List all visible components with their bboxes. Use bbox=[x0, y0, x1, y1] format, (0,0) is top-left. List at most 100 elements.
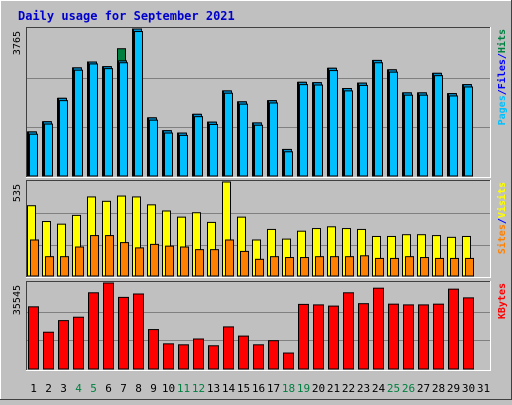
day-label: 20 bbox=[312, 382, 325, 395]
kbytes-bar bbox=[463, 297, 474, 370]
sites-bar bbox=[300, 257, 309, 277]
pages-bar bbox=[359, 84, 368, 177]
sites-bar bbox=[315, 256, 324, 277]
pages-bar bbox=[419, 94, 428, 177]
day-label: 24 bbox=[372, 382, 386, 395]
kbytes-bar bbox=[433, 303, 444, 370]
sites-bar bbox=[180, 246, 189, 277]
day-label: 21 bbox=[327, 382, 340, 395]
kbytes-bar bbox=[208, 345, 219, 370]
legend-entry: Files bbox=[496, 59, 508, 89]
legend-entry: Visits bbox=[496, 182, 508, 218]
day-axis-labels: 1 2 3 4 5 6 7 8 9 10 11 12 13 14 15 16 17 18 19 20 21 22 23 24 2… bbox=[30, 382, 490, 395]
day-label: 4 bbox=[75, 382, 82, 395]
kbytes-bar bbox=[88, 292, 99, 370]
day-label: 22 bbox=[342, 382, 355, 395]
pages-bar bbox=[179, 134, 188, 177]
day-label: 12 bbox=[192, 382, 205, 395]
pages-bar bbox=[404, 94, 413, 177]
day-label: 29 bbox=[447, 382, 460, 395]
pages-bar bbox=[374, 62, 383, 177]
pages-bar bbox=[344, 90, 353, 177]
day-label: 23 bbox=[357, 382, 370, 395]
day-label: 10 bbox=[162, 382, 175, 395]
pages-bar bbox=[329, 70, 338, 177]
day-label: 25 bbox=[387, 382, 400, 395]
pages-bar bbox=[239, 103, 248, 177]
legend-entry: / bbox=[497, 53, 508, 59]
kbytes-bar bbox=[133, 293, 144, 370]
day-label: 16 bbox=[252, 382, 265, 395]
pages-bar bbox=[284, 151, 293, 177]
kbytes-bar bbox=[43, 331, 54, 370]
day-label: 2 bbox=[45, 382, 52, 395]
day-label: 28 bbox=[432, 382, 445, 395]
panel-visits-sites: 535 Sites/Visits bbox=[12, 180, 508, 278]
panel-legend: Sites/Visits bbox=[496, 182, 508, 254]
sites-bar bbox=[75, 246, 84, 277]
day-label: 1 bbox=[30, 382, 37, 395]
max-value-label: 35545 bbox=[12, 285, 23, 315]
pages-bar bbox=[89, 63, 98, 177]
pages-bar bbox=[209, 123, 218, 177]
sites-bar bbox=[435, 257, 444, 277]
kbytes-bar bbox=[103, 282, 114, 370]
day-label: 18 bbox=[282, 382, 295, 395]
legend-entry: / bbox=[497, 218, 508, 224]
kbytes-bar bbox=[223, 326, 234, 370]
kbytes-bar bbox=[148, 329, 159, 370]
sites-bar bbox=[240, 250, 249, 277]
sites-bar bbox=[105, 235, 114, 277]
pages-bar bbox=[44, 123, 53, 177]
legend-entry: Hits bbox=[496, 29, 508, 53]
pages-bar bbox=[164, 132, 173, 177]
pages-bar bbox=[29, 133, 38, 177]
sites-bar bbox=[285, 257, 294, 277]
sites-bar bbox=[225, 239, 234, 277]
kbytes-bar bbox=[448, 288, 459, 370]
day-label: 15 bbox=[237, 382, 250, 395]
kbytes-bar bbox=[118, 296, 129, 370]
kbytes-bar bbox=[238, 335, 249, 370]
kbytes-bar bbox=[73, 316, 84, 370]
sites-bar bbox=[165, 245, 174, 277]
legend-entry: / bbox=[497, 89, 508, 95]
sites-bar bbox=[135, 247, 144, 277]
day-label: 7 bbox=[120, 382, 127, 395]
pages-bar bbox=[314, 84, 323, 177]
day-label: 14 bbox=[222, 382, 236, 395]
day-label: 6 bbox=[105, 382, 112, 395]
kbytes-bar bbox=[358, 303, 369, 370]
kbytes-bar bbox=[283, 352, 294, 370]
day-label: 3 bbox=[60, 382, 67, 395]
pages-bar bbox=[119, 62, 128, 177]
pages-bar bbox=[269, 102, 278, 177]
day-label: 17 bbox=[267, 382, 280, 395]
kbytes-bar bbox=[418, 304, 429, 370]
sites-bar bbox=[345, 256, 354, 277]
sites-bar bbox=[330, 256, 339, 277]
max-value-label: 3765 bbox=[12, 31, 23, 55]
kbytes-bar bbox=[58, 320, 69, 370]
day-label: 13 bbox=[207, 382, 220, 395]
day-label: 31 bbox=[477, 382, 490, 395]
kbytes-bar bbox=[388, 303, 399, 370]
pages-bar bbox=[59, 100, 68, 177]
kbytes-bar bbox=[253, 344, 264, 370]
sites-bar bbox=[255, 258, 264, 277]
pages-bar bbox=[149, 119, 158, 177]
sites-bar bbox=[405, 256, 414, 277]
pages-bar bbox=[254, 124, 263, 177]
sites-bar bbox=[30, 239, 39, 277]
chart-title: Daily usage for September 2021 bbox=[18, 9, 235, 23]
day-label: 19 bbox=[297, 382, 310, 395]
kbytes-bar bbox=[343, 292, 354, 370]
max-value-label: 535 bbox=[12, 184, 23, 202]
day-label: 27 bbox=[417, 382, 430, 395]
sites-bar bbox=[90, 235, 99, 277]
kbytes-bar bbox=[178, 344, 189, 370]
